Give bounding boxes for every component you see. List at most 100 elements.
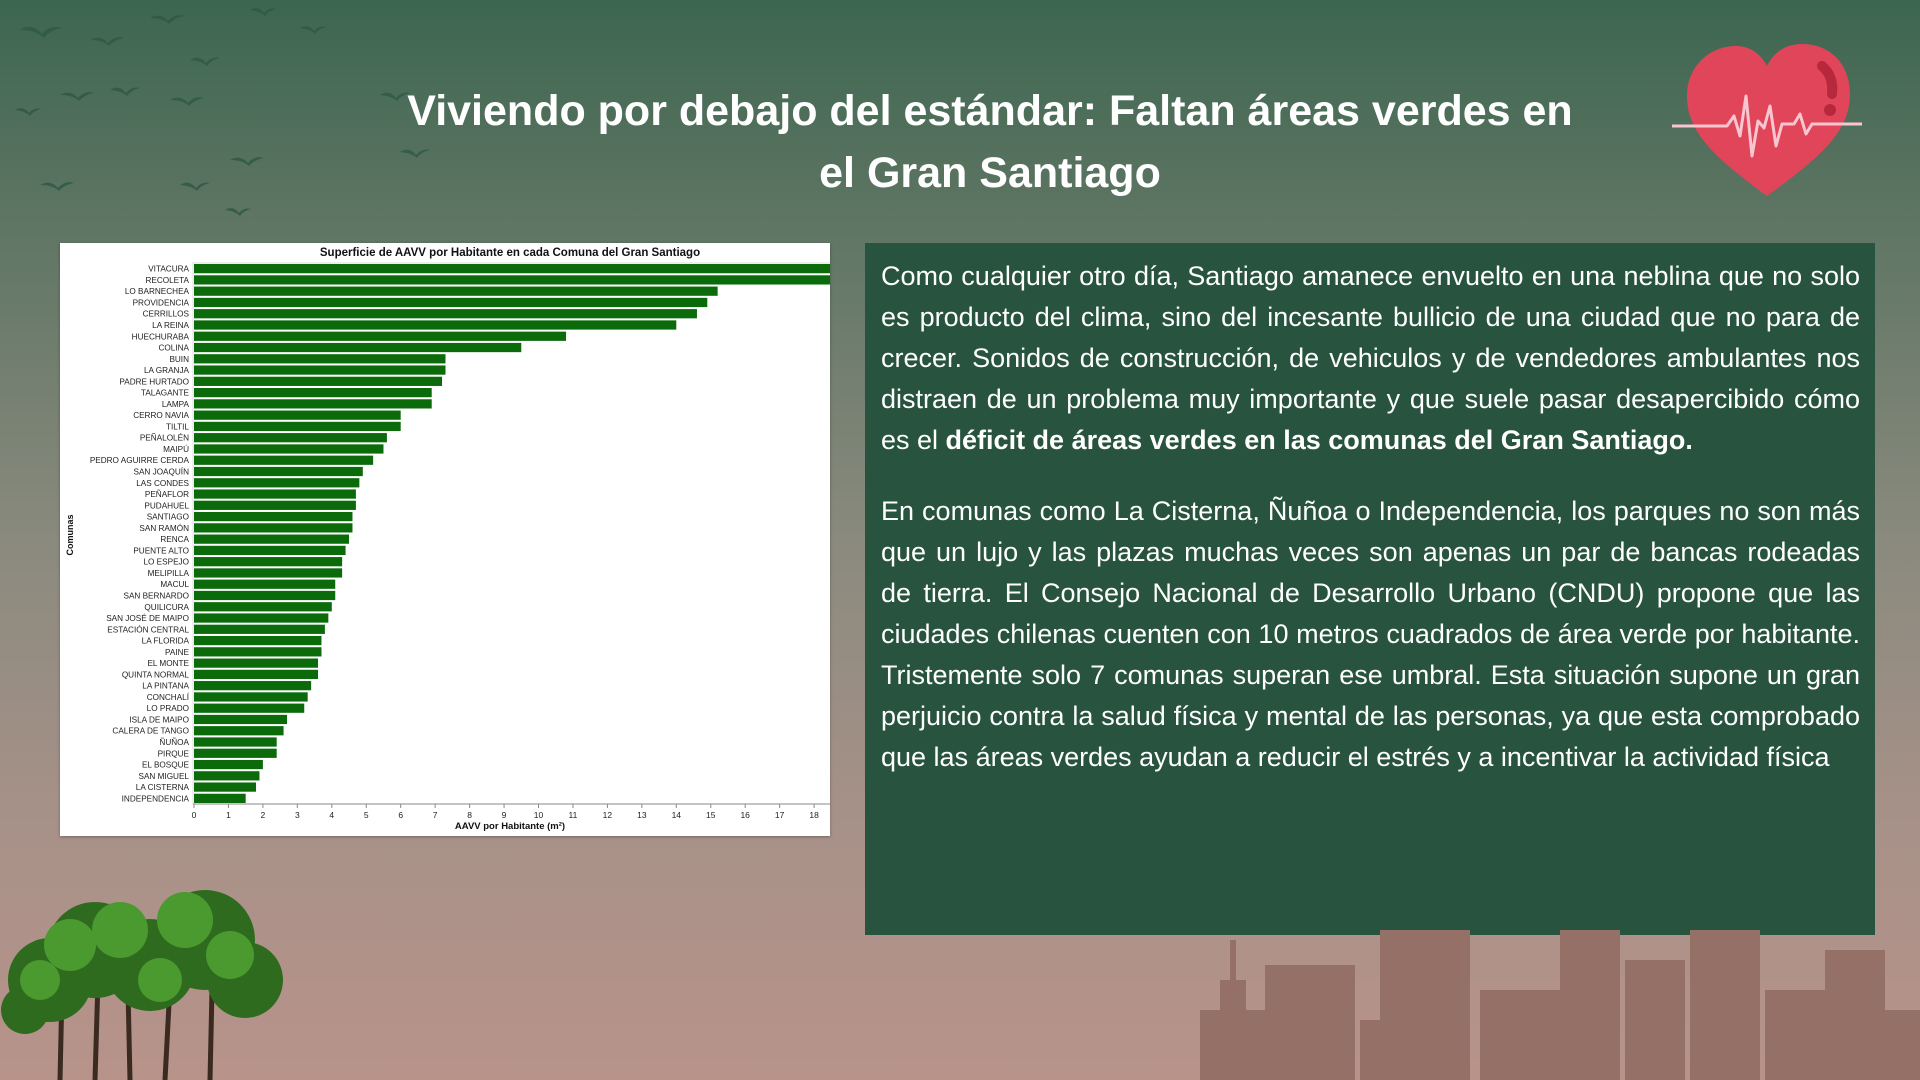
bar (194, 647, 322, 657)
y-tick-label: CERRILLOS (143, 310, 190, 319)
x-tick-label: 9 (502, 810, 507, 820)
bar (194, 557, 343, 567)
x-tick-label: 17 (775, 810, 785, 820)
article-paragraph-1-text: Como cualquier otro día, Santiago amanec… (881, 261, 1860, 455)
bar (194, 264, 830, 274)
bar (194, 602, 332, 612)
bar (194, 500, 356, 510)
page-title-line1: Viviendo por debajo del estándar: Faltan… (407, 87, 1573, 135)
y-tick-label: MAIPÚ (163, 444, 189, 454)
x-tick-label: 6 (398, 810, 403, 820)
y-tick-label: EL BOSQUE (142, 761, 190, 770)
flying-birds-icon (15, 8, 430, 216)
bar (194, 478, 360, 488)
bar (194, 703, 305, 713)
y-tick-label: LO ESPEJO (143, 558, 189, 567)
y-tick-label: VITACURA (148, 265, 189, 274)
y-tick-label: TALAGANTE (141, 389, 190, 398)
x-tick-label: 4 (329, 810, 334, 820)
bar (194, 579, 336, 589)
bar (194, 286, 718, 296)
y-tick-label: TILTIL (166, 422, 189, 431)
y-tick-label: SAN BERNARDO (123, 591, 189, 600)
bar (194, 681, 312, 691)
article-paragraph-1: Como cualquier otro día, Santiago amanec… (881, 256, 1860, 461)
y-tick-label: ISLA DE MAIPO (129, 715, 189, 724)
x-tick-label: 5 (364, 810, 369, 820)
y-tick-label: CONCHALÍ (147, 692, 190, 702)
bar (194, 782, 257, 792)
bar (194, 511, 353, 522)
x-tick-label: 1 (226, 810, 231, 820)
page-title: Viviendo por debajo del estándar: Faltan… (380, 80, 1600, 204)
y-tick-label: LAMPA (162, 400, 190, 409)
y-tick-label: LO BARNECHEA (125, 287, 190, 296)
y-tick-label: PIRQUE (158, 749, 190, 758)
y-tick-label: QUINTA NORMAL (122, 670, 190, 679)
y-tick-label: LA FLORIDA (142, 637, 190, 646)
article-paragraph-1-bold: déficit de áreas verdes en las comunas d… (945, 425, 1693, 455)
bar-chart: Superficie de AAVV por Habitante en cada… (65, 247, 830, 832)
x-tick-label: 18 (809, 810, 819, 820)
y-tick-label: EL MONTE (147, 659, 189, 668)
x-tick-label: 15 (706, 810, 716, 820)
bar (194, 669, 319, 680)
bar (194, 444, 384, 454)
bar (194, 793, 246, 803)
y-tick-label: LO PRADO (147, 704, 189, 713)
y-tick-label: RECOLETA (145, 276, 189, 285)
bar (194, 354, 446, 364)
bar (194, 658, 319, 668)
y-tick-label: LA PINTANA (142, 682, 189, 691)
y-tick-label: LAS CONDES (136, 479, 189, 488)
bar (194, 399, 432, 409)
x-tick-label: 10 (534, 810, 544, 820)
y-tick-label: BUIN (169, 355, 189, 364)
bar (194, 365, 446, 375)
bar (194, 410, 401, 420)
bar (194, 737, 277, 747)
chart-x-axis-label: AAVV por Habitante (m²) (455, 821, 565, 832)
x-tick-label: 13 (637, 810, 647, 820)
y-tick-label: CERRO NAVIA (133, 411, 189, 420)
y-tick-label: HUECHURABA (132, 332, 190, 341)
bar (194, 455, 374, 465)
bar (194, 759, 263, 770)
x-tick-label: 8 (467, 810, 472, 820)
x-tick-label: 0 (192, 810, 197, 820)
x-tick-label: 16 (740, 810, 750, 820)
x-tick-label: 12 (603, 810, 613, 820)
y-tick-label: MELIPILLA (148, 569, 190, 578)
y-tick-label: PUDAHUEL (144, 501, 189, 510)
y-tick-label: SANTIAGO (147, 513, 189, 522)
bar (194, 726, 284, 736)
bar (194, 387, 432, 398)
chart-card: Superficie de AAVV por Habitante en cada… (60, 243, 830, 836)
chart-y-axis-label: Comunas (65, 514, 75, 555)
bar (194, 613, 329, 623)
bar (194, 275, 830, 285)
y-tick-label: SAN RAMÓN (139, 523, 189, 533)
y-tick-label: PUENTE ALTO (133, 546, 189, 555)
bar (194, 590, 336, 601)
y-tick-label: PROVIDENCIA (133, 298, 190, 307)
bar (194, 692, 308, 702)
bar (194, 635, 322, 646)
bar (194, 376, 443, 386)
y-tick-label: QUILICURA (144, 603, 189, 612)
y-tick-label: PEÑALOLÉN (140, 433, 189, 443)
x-tick-label: 2 (261, 810, 266, 820)
bar (194, 624, 325, 634)
y-tick-label: SAN MIGUEL (138, 772, 189, 781)
y-tick-label: LA GRANJA (144, 366, 190, 375)
chart-title: Superficie de AAVV por Habitante en cada… (320, 247, 700, 259)
y-tick-label: SAN JOSÉ DE MAIPO (106, 613, 189, 623)
x-tick-label: 11 (569, 810, 578, 820)
bar (194, 466, 363, 477)
y-tick-label: LA REINA (152, 321, 189, 330)
bar (194, 433, 387, 443)
heart-heartbeat-icon (1672, 44, 1862, 196)
bar (194, 489, 356, 499)
bar (194, 342, 522, 353)
y-tick-label: RENCA (160, 535, 189, 544)
